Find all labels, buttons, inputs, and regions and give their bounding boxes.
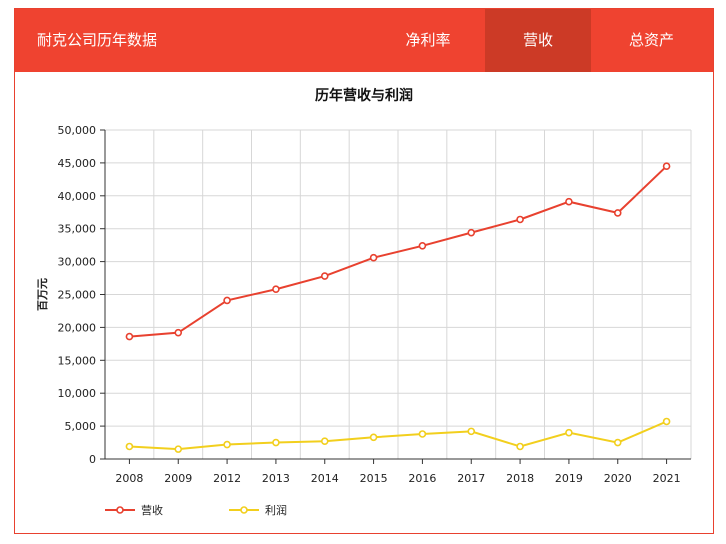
y-tick-label: 15,000 bbox=[58, 354, 97, 367]
y-tick-label: 50,000 bbox=[58, 124, 97, 137]
y-tick-label: 35,000 bbox=[58, 223, 97, 236]
data-point bbox=[467, 228, 476, 237]
data-point bbox=[369, 433, 378, 442]
data-point bbox=[613, 438, 622, 447]
y-tick-label: 0 bbox=[89, 453, 96, 466]
y-axis-label: 百万元 bbox=[36, 278, 49, 311]
data-point bbox=[662, 162, 671, 170]
y-tick-label: 10,000 bbox=[58, 387, 97, 400]
y-tick-label: 20,000 bbox=[58, 321, 97, 334]
data-point bbox=[125, 332, 134, 341]
chart-panel: 耐克公司历年数据 净利率 营收 总资产 历年营收与利润 0 5,000 10,000… bbox=[14, 8, 714, 534]
x-tick-label: 2017 bbox=[457, 472, 485, 485]
data-point bbox=[320, 437, 329, 446]
data-point bbox=[272, 285, 280, 294]
series-line-2 bbox=[129, 420, 667, 451]
data-point bbox=[418, 242, 427, 250]
legend-swatch-marker bbox=[116, 506, 124, 514]
data-point bbox=[565, 428, 573, 437]
x-tick-label: 2018 bbox=[506, 472, 534, 485]
data-point bbox=[613, 209, 622, 217]
data-point bbox=[174, 328, 183, 337]
line-chart: 0 5,000 10,000 15,000 20,000 25,000 30,000 35,0… bbox=[36, 124, 692, 517]
data-point bbox=[272, 438, 280, 447]
top-navigation-bar: 耐克公司历年数据 净利率 营收 总资产 bbox=[15, 9, 713, 72]
y-tick-label: 40,000 bbox=[58, 190, 97, 203]
y-tick-label: 45,000 bbox=[58, 157, 97, 170]
y-tick-label: 5,000 bbox=[65, 420, 97, 433]
y-tick-label: 30,000 bbox=[58, 256, 97, 269]
x-tick-label: 2019 bbox=[555, 472, 583, 485]
x-tick-label: 2012 bbox=[213, 472, 241, 485]
x-tick-label: 2009 bbox=[164, 472, 192, 485]
data-point bbox=[516, 215, 524, 224]
tab-revenue[interactable]: 营收 bbox=[485, 9, 591, 72]
x-tick-label: 2016 bbox=[408, 472, 436, 485]
tab-total-assets[interactable]: 总资产 bbox=[628, 31, 674, 49]
data-point bbox=[516, 442, 524, 451]
legend-label: 营收 bbox=[141, 503, 163, 517]
x-tick-label: 2020 bbox=[604, 472, 632, 485]
tab-net-margin[interactable]: 净利率 bbox=[405, 31, 451, 49]
data-point bbox=[174, 445, 183, 453]
page-title: 耐克公司历年数据 bbox=[37, 31, 158, 49]
legend-label: 利润 bbox=[265, 503, 287, 517]
x-tick-label: 2008 bbox=[115, 472, 143, 485]
data-point bbox=[565, 197, 573, 206]
x-tick-label: 2015 bbox=[360, 472, 388, 485]
series-line-1 bbox=[129, 165, 668, 338]
data-point bbox=[662, 417, 671, 426]
x-tick-label: 2021 bbox=[653, 472, 681, 485]
chart-title: 历年营收与利润 bbox=[315, 88, 413, 104]
data-point bbox=[223, 440, 231, 449]
data-point bbox=[320, 272, 329, 280]
data-point bbox=[125, 442, 134, 451]
x-tick-label: 2013 bbox=[262, 472, 290, 485]
data-point bbox=[369, 253, 378, 262]
x-tick-label: 2014 bbox=[311, 472, 339, 485]
data-point bbox=[467, 427, 476, 436]
y-tick-label: 25,000 bbox=[58, 289, 97, 302]
legend-swatch-marker bbox=[240, 506, 248, 514]
data-point bbox=[418, 430, 427, 438]
data-point bbox=[223, 296, 231, 305]
